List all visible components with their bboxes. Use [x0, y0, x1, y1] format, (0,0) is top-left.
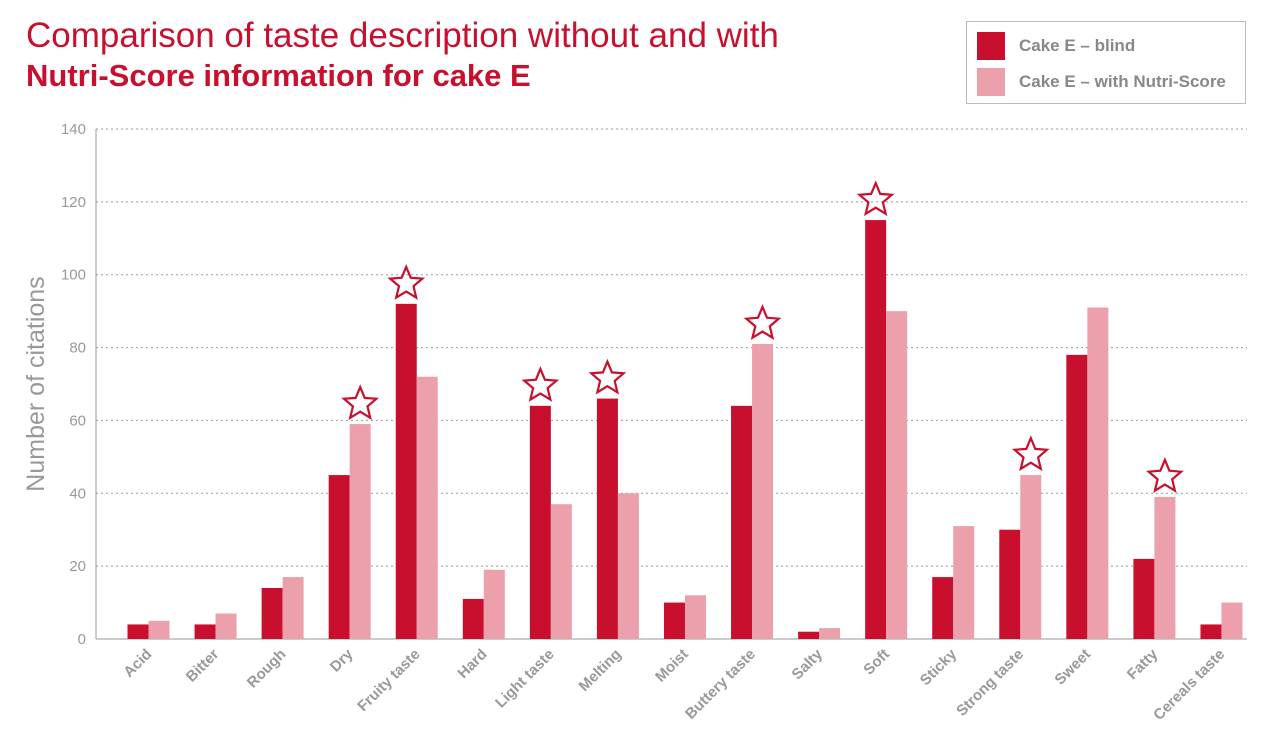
legend-item-nutri: Cake E – with Nutri-Score: [977, 68, 1226, 96]
x-tick-label: Buttery taste: [682, 646, 759, 723]
bar-nutri: [282, 577, 304, 639]
bar-blind: [798, 631, 820, 639]
bar-blind: [462, 598, 484, 639]
x-tick-label: Sweet: [1051, 646, 1094, 689]
title-line2: Nutri-Score information for cake E: [26, 58, 531, 93]
x-tick-label: Acid: [120, 646, 155, 681]
legend-label: Cake E – with Nutri-Score: [1019, 72, 1226, 91]
bar-blind: [596, 398, 618, 639]
title-line1: Comparison of taste description without …: [26, 16, 779, 55]
y-tick-label: 20: [69, 558, 86, 575]
star-icon: [588, 358, 627, 395]
y-tick-label: 60: [69, 412, 86, 429]
x-tick-label: Salty: [789, 645, 827, 683]
bar-nutri: [953, 526, 975, 639]
bar-blind: [999, 529, 1021, 639]
x-tick-label: Fruity taste: [354, 646, 423, 715]
bar-blind: [529, 405, 551, 639]
bar-blind: [328, 475, 350, 639]
y-axis-label: Number of citations: [22, 276, 50, 491]
bar-nutri: [349, 424, 371, 639]
legend-item-blind: Cake E – blind: [977, 32, 1135, 60]
y-tick-label: 40: [69, 485, 86, 502]
bar-nutri: [819, 628, 841, 639]
x-tick-label: Soft: [860, 646, 893, 679]
x-tick-label: Cereals taste: [1150, 646, 1228, 724]
y-tick-label: 100: [61, 267, 86, 284]
bar-nutri: [1221, 602, 1243, 639]
bar-blind: [395, 303, 417, 639]
x-tick-label: Bitter: [183, 646, 223, 686]
star-icon: [387, 264, 426, 300]
bar-blind: [127, 624, 149, 639]
bar-blind: [1066, 354, 1088, 639]
y-tick-label: 80: [69, 340, 86, 357]
bar-nutri: [1087, 307, 1109, 639]
x-tick-label: Light taste: [492, 646, 558, 712]
legend-swatch-blind: [977, 32, 1005, 60]
bar-nutri: [752, 343, 774, 639]
x-tick-label: Moist: [652, 646, 692, 686]
x-tick-label: Melting: [576, 646, 625, 695]
y-tick-label: 140: [61, 121, 86, 138]
bar-blind: [261, 588, 283, 639]
legend-label: Cake E – blind: [1019, 36, 1136, 55]
bar-blind: [1200, 624, 1222, 639]
x-tick-label: Sticky: [917, 645, 961, 689]
bar-nutri: [1154, 496, 1176, 639]
bar-nutri: [416, 376, 438, 639]
x-tick-label: Hard: [454, 646, 490, 682]
star-icon: [743, 304, 782, 341]
bar-blind: [731, 405, 753, 639]
x-tick-label: Fatty: [1124, 645, 1162, 683]
star-icon: [1145, 457, 1184, 494]
bar-nutri: [215, 613, 237, 639]
star-icon: [341, 384, 380, 421]
x-tick-label: Strong taste: [953, 646, 1027, 720]
bar-nutri: [483, 569, 505, 639]
bar-nutri: [886, 311, 908, 639]
bar-blind: [663, 602, 685, 639]
legend: Cake E – blind Cake E – with Nutri-Score: [966, 21, 1246, 104]
x-tick-label: Dry: [327, 645, 357, 675]
star-icon: [1011, 435, 1050, 472]
y-tick-label: 0: [78, 631, 86, 648]
bar-nutri: [1020, 475, 1042, 639]
star-icon: [521, 366, 560, 402]
star-icon: [856, 180, 895, 217]
bar-blind: [932, 577, 954, 639]
bar-nutri: [550, 504, 572, 639]
x-tick-label: Rough: [244, 646, 290, 692]
bar-nutri: [617, 493, 639, 639]
bar-nutri: [148, 620, 170, 639]
bar-nutri: [684, 595, 706, 639]
legend-swatch-nutri: [977, 68, 1005, 96]
bar-blind: [1133, 558, 1155, 639]
y-tick-label: 120: [61, 194, 86, 211]
bar-blind: [865, 220, 887, 640]
bar-blind: [194, 624, 216, 639]
